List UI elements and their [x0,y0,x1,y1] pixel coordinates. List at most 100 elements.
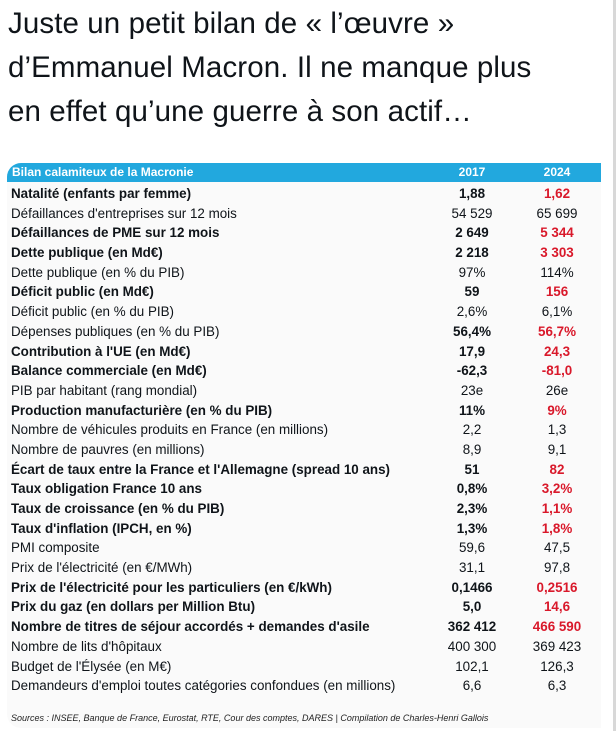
table-row: Nombre de lits d'hôpitaux 400 300 369 423 [7,637,601,657]
value-2024: 56,7% [538,323,576,339]
row-label: Taux de croissance (en % du PIB) [11,501,225,516]
value-2024: 1,8% [541,520,573,536]
value-2024: 9,1 [547,441,567,457]
table-row: Défaillances d'entreprises sur 12 mois 54… [7,204,601,224]
row-label: Déficit public (en Md€) [11,284,154,300]
value-2017: 59,6 [458,540,486,556]
table-row: Écart de taux entre la France et l'Allem… [7,460,601,480]
value-2024: 97,8 [543,560,571,576]
row-label: Balance commerciale (en Md€) [11,363,207,379]
value-2024: 14,6 [543,599,571,615]
table-row: Nombre de titres de séjour accordés + de… [7,617,601,637]
table-row: Production manufacturière (en % du PIB) 1… [7,401,601,421]
value-2017: 6,6 [462,678,482,694]
value-2017: 2,2 [462,422,482,438]
value-2024: 1,1% [541,501,573,516]
value-2017: 102,1 [455,658,489,674]
value-2024: 9% [547,402,567,418]
table-body: Natalité (enfants par femme) 1,88 1,62 Défa… [7,184,601,696]
row-label: Nombre de pauvres (en millions) [11,441,205,457]
table-title: Bilan calamiteux de la Macronie [12,165,194,179]
value-2017: 1,88 [458,186,486,201]
table-row: Déficit public (en Md€) 59 156 [7,282,601,302]
table-row: Budget de l'Élysée (en M€) 102,1 126,3 [7,657,601,677]
table-row: Défaillances de PME sur 12 mois 2 649 5 34… [7,223,601,243]
value-2017: 2,3% [456,501,488,516]
value-2017: 17,9 [458,343,486,359]
value-2024: 114% [540,264,574,280]
value-2017: 2,6% [456,304,488,320]
table-row: Nombre de véhicules produits en France (… [7,420,601,440]
tweet-image[interactable]: Bilan calamiteux de la Macronie 2017 202… [7,163,601,728]
table-row: Déficit public (en % du PIB) 2,6% 6,1% [7,302,601,322]
table-row: PIB par habitant (rang mondial) 23e 26e [7,381,601,401]
value-2024: 6,3 [547,678,567,694]
value-2024: 369 423 [532,638,582,654]
value-2017: 2 218 [455,245,489,261]
table-row: Balance commerciale (en Md€) -62,3 -81,0 [7,361,601,381]
value-2024: 82 [549,461,565,477]
value-2017: 59 [464,284,480,300]
value-2024: 24,3 [543,343,571,359]
value-2024: 65 699 [536,205,578,221]
value-2017: 2 649 [455,225,489,241]
row-label: Prix de l'électricité pour les particuli… [11,579,332,595]
row-label: PIB par habitant (rang mondial) [11,382,198,398]
value-2017: 31,1 [458,560,486,576]
table-row: Contribution à l'UE (en Md€) 17,9 24,3 [7,342,601,362]
row-label: Production manufacturière (en % du PIB) [11,402,273,418]
table-row: Prix du gaz (en dollars per Million Btu)… [7,597,601,617]
value-2017: 400 300 [447,638,497,654]
table-row: Dette publique (en Md€) 2 218 3 303 [7,243,601,263]
row-label: Dette publique (en % du PIB) [11,264,185,280]
value-2024: 1,3 [547,422,567,438]
table-row: Nombre de pauvres (en millions) 8,9 9,1 [7,440,601,460]
table-row: Dette publique (en % du PIB) 97% 114% [7,263,601,283]
column-header-2024: 2024 [543,165,571,179]
value-2017: 97% [458,264,486,280]
table-row: Dépenses publiques (en % du PIB) 56,4% 56,… [7,322,601,342]
tweet-line: en effet qu’une guerre à son actif… [8,95,472,128]
adjacent-image-edge [613,0,616,731]
table-row: Natalité (enfants par femme) 1,88 1,62 [7,184,601,204]
sources-note: Sources : INSEE, Banque de France, Euros… [11,713,489,723]
value-2024: 3 303 [540,245,574,261]
row-label: Déficit public (en % du PIB) [11,304,174,320]
row-label: Défaillances d'entreprises sur 12 mois [11,205,237,221]
tweet-line: d’Emmanuel Macron. Il ne manque plus [8,51,532,84]
row-label: Nombre de véhicules produits en France (… [11,422,329,438]
value-2017: 54 529 [451,205,493,221]
table-header: Bilan calamiteux de la Macronie 2017 202… [7,163,601,182]
tweet-text: Juste un petit bilan de « l’œuvre » d’Em… [8,2,608,134]
value-2024: 156 [545,284,569,300]
value-2017: -62,3 [456,363,488,379]
row-label: Dette publique (en Md€) [11,245,163,261]
value-2017: 23e [460,382,484,398]
row-label: Prix de l'électricité (en €/MWh) [11,560,193,576]
value-2024: 466 590 [532,619,582,635]
value-2017: 362 412 [447,619,497,635]
row-label: Défaillances de PME sur 12 mois [11,225,220,241]
row-label: PMI composite [11,540,100,556]
table-row: Taux obligation France 10 ans 0,8% 3,2% [7,479,601,499]
value-2024: 5 344 [540,225,574,241]
table-row: PMI composite 59,6 47,5 [7,538,601,558]
row-label: Natalité (enfants par femme) [11,186,192,201]
value-2024: 0,2516 [536,579,578,595]
value-2024: 47,5 [543,540,571,556]
table-row: Prix de l'électricité pour les particuli… [7,578,601,598]
row-label: Dépenses publiques (en % du PIB) [11,323,220,339]
value-2017: 5,0 [462,599,482,615]
table-row: Taux de croissance (en % du PIB) 2,3% 1,1% [7,499,601,519]
value-2017: 56,4% [453,323,491,339]
value-2024: 26e [545,382,569,398]
row-label: Nombre de titres de séjour accordés + de… [11,619,370,635]
table-row: Prix de l'électricité (en €/MWh) 31,1 97,8 [7,558,601,578]
row-label: Demandeurs d'emploi toutes catégories co… [11,678,396,694]
value-2017: 51 [464,461,480,477]
row-label: Prix du gaz (en dollars per Million Btu) [11,599,256,615]
value-2017: 11% [458,402,486,418]
value-2017: 0,8% [456,481,488,497]
value-2024: 1,62 [543,186,571,201]
tweet-line: Juste un petit bilan de « l’œuvre » [8,7,455,40]
